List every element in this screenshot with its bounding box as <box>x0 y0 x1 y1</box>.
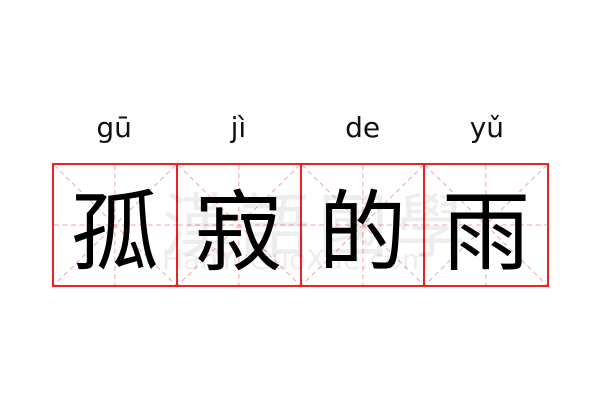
character-4: 雨 <box>442 180 531 284</box>
character-cell: 寂 <box>177 165 302 285</box>
character-grid: 孤 寂 的 雨 <box>52 163 549 287</box>
pinyin-1: gū <box>96 111 132 144</box>
pinyin-3: de <box>345 111 381 144</box>
character-cell: 雨 <box>425 165 547 285</box>
guide-lines <box>301 165 424 285</box>
guide-lines <box>177 165 300 285</box>
pinyin-row: gū jì de yǔ <box>52 108 549 148</box>
pinyin-2: jì <box>230 111 247 144</box>
character-3: 的 <box>318 180 407 284</box>
character-cell: 的 <box>301 165 426 285</box>
guide-lines <box>425 165 547 285</box>
character-2: 寂 <box>194 180 283 284</box>
character-1: 孤 <box>70 180 159 284</box>
guide-lines <box>54 165 176 285</box>
pinyin-4: yǔ <box>469 111 505 144</box>
character-cell: 孤 <box>54 165 178 285</box>
